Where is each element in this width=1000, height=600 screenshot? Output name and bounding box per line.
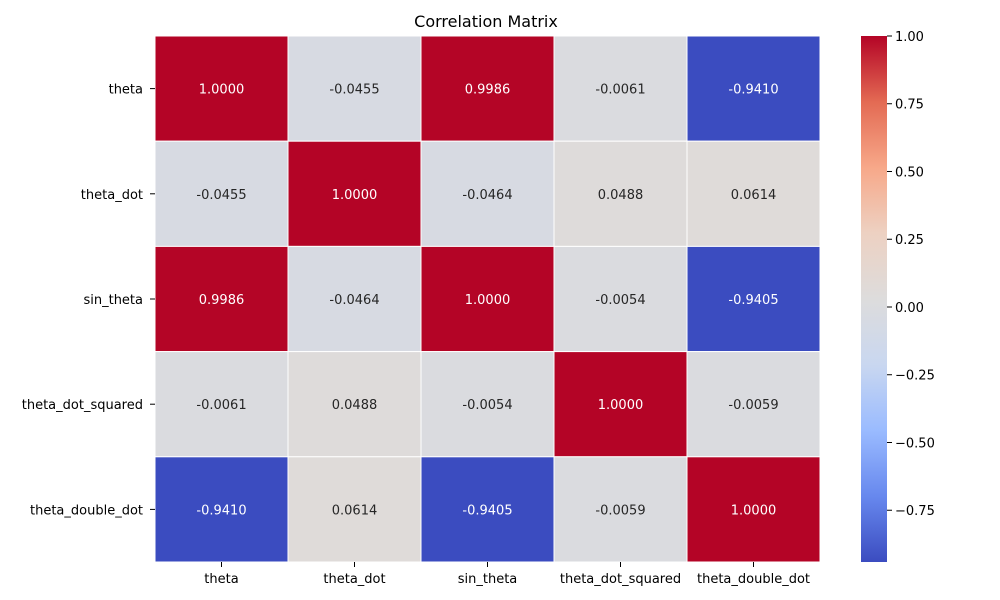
heatmap-cell-3-2	[420, 351, 555, 458]
heatmap-cell-2-1	[287, 245, 422, 353]
x-axis-tick-labels: theta theta_dot sin_theta theta_dot_squared…	[204, 562, 810, 587]
cell-value-label-4-2: -0.9405	[462, 503, 512, 518]
cell-value-label-0-1: -0.0455	[329, 83, 379, 98]
colorbar-tick-label: 0.50	[895, 165, 924, 180]
heatmap-cell-2-4	[686, 245, 821, 353]
cell-value-label-2-3: -0.0054	[595, 293, 645, 308]
heatmap-cell-3-4	[686, 351, 821, 458]
heatmap-cell-0-1	[287, 35, 422, 142]
cell-value-label-0-2: 0.9986	[465, 83, 511, 98]
cell-value-label-2-1: -0.0464	[329, 293, 379, 308]
colorbar-tick-label: 0.75	[895, 98, 924, 113]
cell-value-label-1-1: 1.0000	[332, 188, 378, 203]
x-tick-label: theta_double_dot	[697, 572, 810, 587]
cell-value-label-3-3: 1.0000	[598, 398, 644, 413]
x-tick-label: theta	[204, 572, 238, 587]
heatmap-cell-0-2	[420, 35, 555, 142]
cell-value-label-3-4: -0.0059	[728, 398, 778, 413]
x-tick-label: theta_dot_squared	[560, 572, 681, 587]
heatmap-cell-0-0	[154, 35, 289, 142]
heatmap-cell-3-3	[553, 351, 688, 458]
heatmap-cell-3-1	[287, 351, 422, 458]
heatmap-cell-2-3	[553, 245, 688, 353]
heatmap-cells: 1.0000 -0.0455 0.9986 -0.0061 -0.9410 -0.0455…	[154, 35, 821, 563]
cell-value-label-0-4: -0.9410	[728, 83, 778, 98]
colorbar-tick-label: −0.75	[895, 504, 935, 519]
y-tick-label: theta	[109, 83, 143, 98]
colorbar-tick-label: −0.25	[895, 369, 935, 384]
colorbar-tick-label: −0.50	[895, 436, 935, 451]
cell-value-label-3-1: 0.0488	[332, 398, 378, 413]
x-tick-label: theta_dot	[323, 572, 385, 587]
heatmap-cell-1-2	[420, 140, 555, 247]
colorbar-tick-label: 0.25	[895, 233, 924, 248]
heatmap-cell-0-3	[553, 35, 688, 142]
colorbar-tick-label: 1.00	[895, 30, 924, 45]
y-tick-label: theta_dot	[81, 188, 143, 203]
cell-value-label-0-3: -0.0061	[595, 83, 645, 98]
cell-value-label-2-4: -0.9405	[728, 293, 778, 308]
chart-title: Correlation Matrix	[414, 12, 558, 31]
colorbar-tick-label: 0.00	[895, 301, 924, 316]
y-tick-label: theta_dot_squared	[22, 398, 143, 413]
cell-value-label-4-0: -0.9410	[196, 503, 246, 518]
heatmap-cell-1-4	[686, 140, 821, 247]
cell-value-label-3-2: -0.0054	[462, 398, 512, 413]
cell-value-label-4-1: 0.0614	[332, 503, 378, 518]
y-tick-label: theta_double_dot	[30, 503, 143, 518]
cell-value-label-1-2: -0.0464	[462, 188, 512, 203]
cell-value-label-0-0: 1.0000	[199, 83, 245, 98]
cell-value-label-4-4: 1.0000	[731, 503, 777, 518]
cell-value-label-1-3: 0.0488	[598, 188, 644, 203]
y-axis-tick-labels: theta theta_dot sin_theta theta_dot_squared…	[22, 83, 155, 518]
heatmap-cell-4-1	[287, 456, 422, 563]
colorbar: 1.00 0.75 0.50 0.25 0.00 −0.25 −0.50 −0.75	[861, 30, 935, 562]
cell-value-label-1-4: 0.0614	[731, 188, 777, 203]
heatmap-cell-4-2	[420, 456, 555, 563]
cell-value-label-2-0: 0.9986	[199, 293, 245, 308]
cell-value-label-3-0: -0.0061	[196, 398, 246, 413]
cell-value-label-4-3: -0.0059	[595, 503, 645, 518]
cell-value-label-1-0: -0.0455	[196, 188, 246, 203]
x-tick-label: sin_theta	[458, 572, 518, 587]
cell-value-label-2-2: 1.0000	[465, 293, 511, 308]
heatmap-cell-1-0	[154, 140, 289, 247]
heatmap-cell-0-4	[686, 35, 821, 142]
y-tick-label: sin_theta	[83, 293, 143, 308]
heatmap-cell-4-4	[686, 456, 821, 563]
heatmap-cell-4-0	[154, 456, 289, 563]
heatmap-cell-2-2	[420, 245, 555, 353]
colorbar-gradient	[861, 36, 887, 562]
